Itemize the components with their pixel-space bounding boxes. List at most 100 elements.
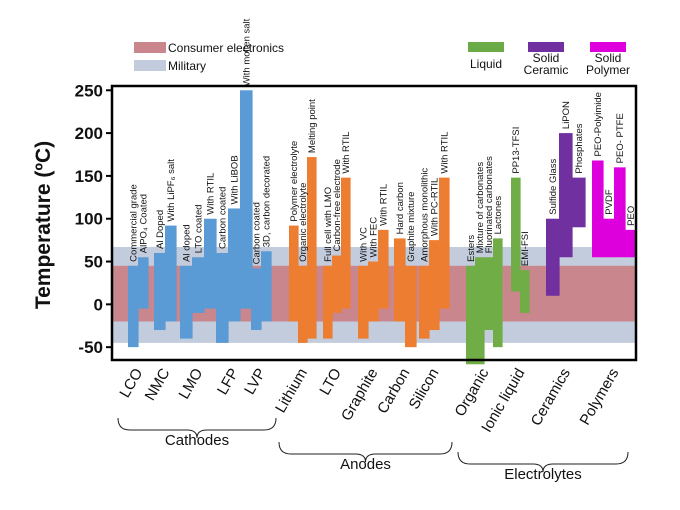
bar-polymers-peo-ptfe — [614, 167, 626, 258]
axis-layer: -50 0 50 100 150 200 250 — [75, 81, 638, 362]
category-label-silicon: Silicon — [406, 366, 443, 413]
bar-carbon-hard-carbon — [394, 238, 406, 322]
bar-ceramics-sulfide-glass — [546, 218, 560, 296]
bar-nmc-with-lipf-salt — [165, 225, 177, 322]
bar-label-polymers-peo-ptfe: PEO- PTFE — [615, 113, 626, 163]
y-axis-title: Temperature (ºC) — [32, 141, 55, 309]
bar-label-ceramics-lipon: LiPON — [561, 101, 572, 129]
bar-ionic-liquid-pp13-tfsi — [511, 177, 521, 292]
bar-lvp-3d-carbon-decorated — [261, 251, 272, 322]
legend-swatch-consumer-electronics — [134, 42, 166, 53]
bar-label-lfp-carbon-coated: Carbon coated — [218, 187, 229, 249]
bar-lfp-with-libob — [228, 208, 241, 322]
bar-carbon-graphite-mixture — [405, 265, 417, 348]
bar-ionic-liquid-emi-fsi — [520, 270, 530, 313]
category-label-lmo: LMO — [175, 366, 206, 403]
bar-label-silicon-amorphous-monolithic: Amorphous monolithic — [420, 168, 431, 262]
bar-label-lfp-with-molten-salt: With molten salt — [242, 18, 253, 86]
y-tick-label-50: 50 — [84, 253, 103, 272]
bar-label-ionic-liquid-emi-fsi: EMI-FSI — [520, 231, 531, 266]
legend-label-military: Military — [168, 59, 206, 73]
legend-label-consumer-electronics: Consumer electronics — [168, 41, 284, 55]
bar-label-organic-fluorinated-carbonates: Fluorinated carbonates — [484, 156, 495, 253]
category-label-nmc: NMC — [142, 365, 174, 403]
bar-label-graphite-with-vc: With VC — [359, 227, 370, 262]
category-label-lvp: LVP — [241, 366, 269, 398]
bar-graphite-with-rtil — [378, 229, 389, 309]
bar-lithium-melting-point — [307, 157, 317, 339]
category-label-lithium: Lithium — [272, 366, 311, 416]
bar-graphite-with-vc — [358, 265, 369, 339]
legend-swatch-solid-ceramic — [528, 42, 564, 52]
y-tick-label-250: 250 — [75, 81, 103, 100]
bar-label-polymers-peo-polyimide: PEO-Polyimide — [593, 92, 604, 156]
legend-label-liquid: Liquid — [470, 57, 502, 71]
bar-label-carbon-graphite-mixture: Graphite mixture — [406, 192, 417, 262]
bar-label-lmo-al-doped: Al doped — [182, 224, 193, 262]
bar-label-ionic-liquid-pp13-tfsi: PP13-TFSI — [511, 127, 522, 174]
y-tick-label-0: 0 — [94, 295, 103, 314]
bar-polymers-peo — [625, 229, 637, 258]
bar-graphite-with-fec — [368, 261, 379, 322]
bar-label-silicon-with-pc-rtil: With PC-RTIL — [430, 178, 441, 236]
bar-label-carbon-hard-carbon: Hard carbon — [395, 182, 406, 234]
bar-polymers-peo-polyimide — [592, 160, 604, 258]
brace-cathodes — [117, 417, 277, 439]
bar-label-ceramics-phosphates: Phosphates — [574, 123, 585, 173]
bar-labels-layer: Commercial grade AlPO₄ Coated Al DopedWith… — [129, 18, 638, 266]
bar-lco-commercial-grade — [128, 265, 139, 348]
bar-lfp-with-molten-salt — [240, 90, 253, 309]
bar-lfp-carbon-coated — [216, 252, 229, 343]
bar-label-graphite-with-rtil: With RTIL — [379, 184, 390, 226]
bar-label-organic-esters: Esters — [466, 235, 477, 262]
brace-electrolytes — [457, 451, 629, 473]
legend-swatch-liquid — [468, 42, 504, 52]
group-label-anodes: Anodes — [340, 456, 391, 473]
plot-frame — [110, 84, 638, 362]
bar-lithium-organic-electrolyte — [298, 265, 308, 343]
bar-label-lmo-with-rtil: With RTIL — [206, 173, 217, 215]
bar-label-ceramics-sulfide-glass: Sulfide Glass — [548, 158, 559, 214]
bar-lithium-polymer-electrolyte — [289, 225, 299, 322]
bar-lto-with-rtil — [341, 177, 351, 309]
bar-label-lto-full-cell-with-lmo: Full cell with LMO — [323, 187, 334, 262]
bars-layer — [128, 90, 637, 365]
bar-silicon-with-pc-rtil — [429, 240, 440, 331]
group-brackets-layer: Cathodes Anodes Electrolytes — [117, 417, 629, 483]
y-tick-label-100: 100 — [75, 210, 103, 229]
bar-label-organic-mixture-of-carbonates: Mixture of carbonates — [475, 162, 486, 254]
brace-anodes — [278, 441, 453, 463]
bar-label-organic-lactones: Lactones — [493, 196, 504, 235]
bar-organic-mixture-of-carbonates — [475, 257, 485, 365]
y-tick-label-150: 150 — [75, 167, 103, 186]
bar-polymers-pvdf — [603, 218, 615, 258]
bar-lmo-al-doped — [180, 265, 193, 339]
group-label-cathodes: Cathodes — [165, 432, 229, 449]
bar-label-graphite-with-fec: With FEC — [369, 217, 380, 258]
bar-lmo-lto-coated — [192, 257, 205, 313]
bar-organic-fluorinated-carbonates — [484, 257, 494, 331]
category-label-carbon: Carbon — [374, 366, 413, 417]
category-label-lto: LTO — [316, 366, 345, 399]
bar-label-nmc-with-lipf-salt: With LiPF₆ salt — [166, 159, 177, 222]
bar-organic-esters — [466, 265, 476, 365]
bar-silicon-with-rtil — [439, 177, 450, 309]
bar-label-lco-alpo-coated: AlPO₄ Coated — [139, 194, 150, 253]
bar-label-lvp-carbon-coated: Carbon coated — [252, 202, 263, 264]
category-label-polymers: Polymers — [576, 366, 622, 429]
bar-label-lithium-melting-point: Melting point — [307, 99, 318, 153]
bar-label-nmc-al-doped: Al Doped — [155, 210, 166, 249]
legend-swatch-solid-polymer — [590, 42, 626, 52]
bar-label-lvp-3d-carbon-decorated: 3D, carbon decorated — [262, 156, 273, 247]
bar-label-polymers-peo: PEO — [626, 206, 637, 226]
legend-label-solid-polymer: Solid Polymer — [586, 51, 630, 77]
bar-lto-carbon-free-electrode — [332, 255, 342, 313]
bar-ceramics-lipon — [559, 133, 573, 258]
group-label-electrolytes: Electrolytes — [504, 466, 582, 483]
bar-label-lto-with-rtil: With RTIL — [341, 132, 352, 174]
bar-silicon-amorphous-monolithic — [419, 265, 430, 339]
bar-label-lithium-organic-electrolyte: Organic electrolyte — [298, 183, 309, 262]
bar-lto-full-cell-with-lmo — [323, 265, 333, 339]
